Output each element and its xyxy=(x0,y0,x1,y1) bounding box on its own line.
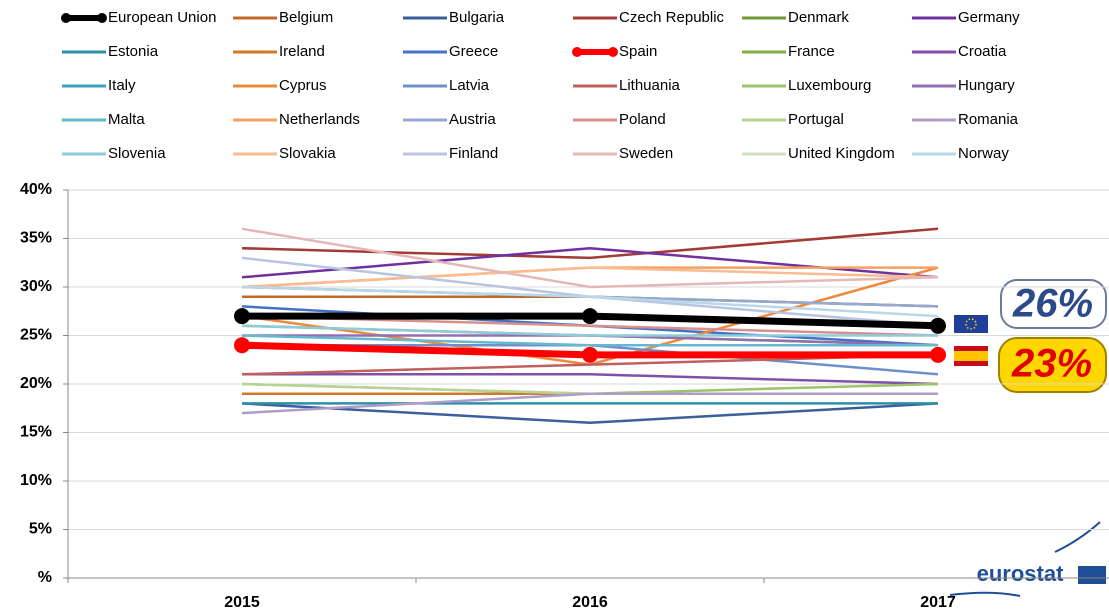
legend-label: Luxembourg xyxy=(788,77,871,94)
series-line xyxy=(241,382,938,395)
legend-label: Finland xyxy=(449,145,498,162)
legend-label: Estonia xyxy=(108,43,159,60)
y-tick-label: 40% xyxy=(20,181,52,198)
legend-label: Slovakia xyxy=(279,145,336,162)
y-tick-label: 25% xyxy=(20,327,52,344)
legend-label: Latvia xyxy=(449,77,490,94)
series-line xyxy=(241,285,939,318)
legend-marker xyxy=(608,47,618,57)
eu-flag-stars xyxy=(965,318,977,330)
series-line xyxy=(241,266,939,289)
legend-marker xyxy=(572,47,582,57)
series-line xyxy=(241,392,938,415)
series-marker xyxy=(582,308,598,325)
legend-label: Netherlands xyxy=(279,111,360,128)
series-line xyxy=(241,382,939,395)
legend-label: Greece xyxy=(449,43,498,60)
legend-label: Austria xyxy=(449,111,496,128)
y-tick-label: 20% xyxy=(20,375,52,392)
y-tick-label: 35% xyxy=(20,230,52,247)
legend-label: Italy xyxy=(108,77,136,94)
y-tick-label: % xyxy=(38,569,52,586)
x-tick-label: 2015 xyxy=(224,594,260,611)
legend-label: France xyxy=(788,43,835,60)
legend-label: Bulgaria xyxy=(449,9,505,26)
legend-label: Ireland xyxy=(279,43,325,60)
series-marker xyxy=(234,337,250,354)
logo-text: eurostat xyxy=(977,561,1064,586)
logo-swoosh xyxy=(949,521,1101,597)
series-line xyxy=(241,227,939,289)
legend-label: Denmark xyxy=(788,9,849,26)
legend-label: Germany xyxy=(958,9,1020,26)
eu-flag xyxy=(954,315,988,333)
legend-label: Hungary xyxy=(958,77,1015,94)
series-line xyxy=(242,373,939,386)
series-marker xyxy=(930,317,946,334)
legend-label: Norway xyxy=(958,145,1009,162)
legend-label: Malta xyxy=(108,111,145,128)
es-callout-text: 23% xyxy=(1011,342,1092,386)
series-line xyxy=(241,334,938,347)
series-line xyxy=(241,246,939,279)
legend-label: Belgium xyxy=(279,9,333,26)
legend-marker xyxy=(61,13,71,23)
legend-marker xyxy=(97,13,107,23)
legend-label: European Union xyxy=(108,9,216,26)
es-callout xyxy=(998,337,1107,393)
legend-label: Croatia xyxy=(958,43,1007,60)
y-tick-label: 30% xyxy=(20,278,52,295)
series-line xyxy=(241,402,939,425)
series-marker xyxy=(582,346,598,363)
eu-callout xyxy=(1000,279,1107,329)
legend-label: Romania xyxy=(958,111,1019,128)
eu-callout-text: 26% xyxy=(1012,282,1093,326)
legend-label: Slovenia xyxy=(108,145,166,162)
legend-label: Sweden xyxy=(619,145,673,162)
legend-label: Czech Republic xyxy=(619,9,725,26)
x-tick-label: 2017 xyxy=(920,594,956,611)
series-line xyxy=(241,324,938,337)
series-line xyxy=(242,295,939,308)
y-tick-label: 15% xyxy=(20,424,52,441)
series-marker xyxy=(234,308,250,325)
legend-label: Portugal xyxy=(788,111,844,128)
y-tick-label: 5% xyxy=(29,521,52,538)
logo-flag xyxy=(1078,566,1106,584)
series-line xyxy=(241,227,939,260)
legend-label: United Kingdom xyxy=(788,145,895,162)
legend-label: Lithuania xyxy=(619,77,681,94)
series-marker xyxy=(930,346,946,363)
legend-label: Cyprus xyxy=(279,77,327,94)
y-tick-label: 10% xyxy=(20,472,52,489)
legend-label: Spain xyxy=(619,43,657,60)
x-tick-label: 2016 xyxy=(572,594,608,611)
es-flag-band xyxy=(954,351,988,361)
legend-label: Poland xyxy=(619,111,666,128)
